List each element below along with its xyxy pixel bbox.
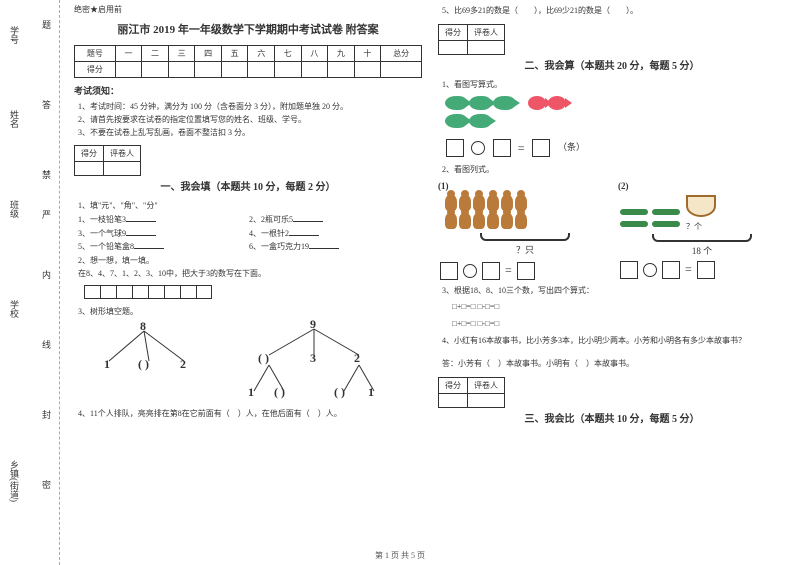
panel-1: (1) ？只 = (438, 181, 606, 280)
answer-cells (84, 285, 422, 299)
q1: 1、填"元"、"角"、"分" (78, 199, 422, 213)
tree-2: 9 ( ) 3 2 8 1 ( ) ( ) 1 (244, 321, 354, 401)
tree-1: 8 1 ( ) 2 (94, 321, 204, 401)
fish-icon (445, 96, 467, 110)
q2: 2、想一想，填一填。 (78, 254, 422, 268)
section3-title: 三、我会比（本题共 10 分，每题 5 分） (438, 410, 786, 425)
section2-title: 二、我会算（本题共 20 分，每题 5 分） (438, 57, 786, 72)
q5: 5、比69多21的数是（ ），比69少21的数是（ ）。 (442, 4, 786, 18)
seal-char: 禁 (40, 170, 53, 179)
two-panels: (1) ？只 = (2) (438, 181, 786, 280)
binding-margin: 学号 姓名 班级 学校 乡镇(街道) 题 答 禁 严 内 线 封 密 (0, 0, 60, 565)
basket-icon (686, 195, 716, 217)
s2q4: 4、小红有16本故事书，比小芳多3本，比小明少两本。小芳和小明各有多少本故事书？ (442, 334, 786, 348)
seal-char: 内 (40, 270, 53, 279)
score-mini-3: 得分评卷人 (438, 377, 505, 408)
s2q3: 3、根据18、8、10三个数，写出四个算式： (442, 284, 786, 298)
notice-head: 考试须知： (74, 84, 422, 97)
score-mini-2: 得分评卷人 (438, 24, 505, 55)
bind-label: 学号 (8, 26, 21, 44)
page-footer: 第 1 页 共 5 页 (0, 550, 800, 561)
score-mini: 得分评卷人 (74, 145, 141, 176)
bind-label: 姓名 (8, 110, 21, 128)
equals-sign: = (518, 141, 525, 155)
th: 题号 (75, 46, 116, 62)
operator-circle[interactable] (471, 141, 485, 155)
q2b: 在8、4、7、1、2、3、10中，把大于3的数写在下面。 (78, 267, 422, 281)
seal-char: 密 (40, 480, 53, 489)
section1-title: 一、我会填（本题共 10 分，每题 2 分） (74, 178, 422, 193)
panel-2: (2) ？个 18 个 = (618, 181, 786, 280)
secret-label: 绝密★启用前 (74, 4, 422, 15)
seal-char: 题 (40, 20, 53, 29)
trees: 8 1 ( ) 2 9 ( ) 3 2 8 1 (94, 321, 422, 401)
s2q2: 2、看图列式。 (442, 163, 786, 177)
content-area: 绝密★启用前 丽江市 2019 年一年级数学下学期期中考试试卷 附答案 题号 一… (60, 0, 800, 565)
left-column: 绝密★启用前 丽江市 2019 年一年级数学下学期期中考试试卷 附答案 题号 一… (66, 4, 430, 561)
right-column: 5、比69多21的数是（ ），比69少21的数是（ ）。 得分评卷人 二、我会算… (430, 4, 794, 561)
bind-label: 乡镇(街道) (8, 460, 21, 502)
seal-char: 线 (40, 340, 53, 349)
s2q4-ans: 答：小芳有（ ）本故事书。小明有（ ）本故事书。 (442, 357, 786, 371)
seal-char: 严 (40, 210, 53, 219)
snake-icon (620, 209, 648, 215)
q3: 3、树形填空题。 (78, 305, 422, 319)
seal-char: 封 (40, 410, 53, 419)
answer-box[interactable] (446, 139, 464, 157)
score-table: 题号 一 二 三 四 五 六 七 八 九 十 总分 得分 (74, 45, 422, 78)
fish-figure: = （条） (444, 95, 786, 157)
goldfish-icon (528, 96, 546, 110)
bind-label: 学校 (8, 300, 21, 318)
seal-char: 答 (40, 100, 53, 109)
exam-title: 丽江市 2019 年一年级数学下学期期中考试试卷 附答案 (74, 21, 422, 37)
row-label: 得分 (75, 62, 116, 78)
s2q1: 1、看图写算式。 (442, 78, 786, 92)
bind-label: 班级 (8, 200, 21, 218)
notices: 1、考试时间：45 分钟，满分为 100 分（含卷面分 3 分），附加题单独 2… (74, 101, 422, 139)
